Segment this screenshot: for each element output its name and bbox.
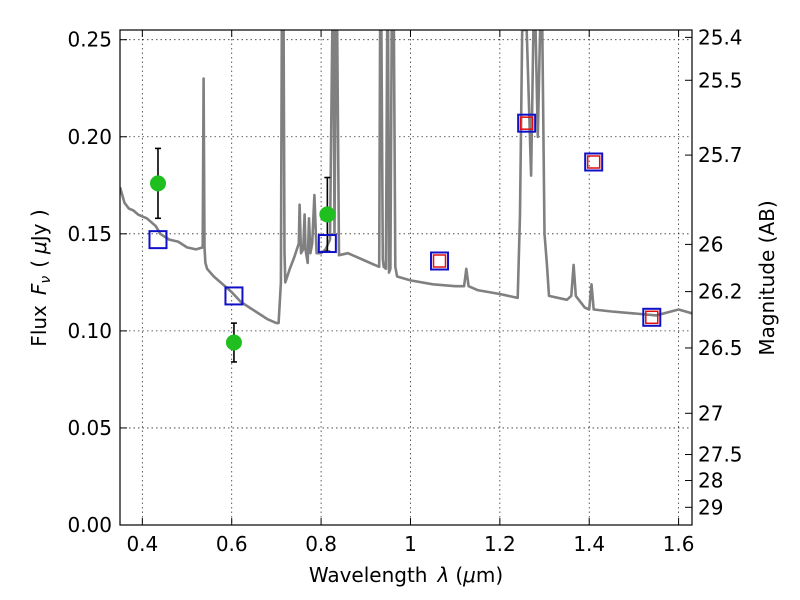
x-axis-label: Wavelength λ (μm) [309, 563, 503, 587]
mag-tick-label: 29 [698, 495, 723, 519]
spectrum-layer [120, 30, 692, 325]
model-spectrum-line [120, 30, 692, 325]
y-tick-label: 0.10 [67, 319, 112, 343]
mag-tick-label: 25.5 [698, 68, 743, 92]
y-axis-label: Flux Fν ( μJy ) [27, 209, 54, 346]
observed-point [319, 206, 336, 223]
y-axis-unit-mu: μ [27, 241, 51, 255]
mag-tick-label: 26.2 [698, 280, 743, 304]
y-tick-label: 0.15 [67, 222, 112, 246]
y-tick-label: 0.20 [67, 125, 112, 149]
y-axis-unit-open: ( [27, 260, 51, 268]
x-axis-unit-rest: m) [476, 563, 503, 587]
model-photometry-red-square [519, 116, 534, 130]
mag-tick-label: 26 [698, 232, 723, 256]
y-tick-label: 0.25 [67, 28, 112, 52]
x-tick-label: 1.6 [663, 532, 695, 556]
points-layer [148, 113, 662, 363]
mag-tick-label: 27 [698, 401, 723, 425]
grid-layer [120, 30, 692, 526]
x-tick-label: 0.8 [305, 532, 337, 556]
model-photometry-red-square [645, 310, 659, 325]
x-axis-symbol: λ [436, 563, 449, 587]
y-tick-label: 0.00 [67, 513, 112, 537]
mag-tick-label: 28 [698, 469, 723, 493]
mag-tick-label: 27.5 [698, 443, 743, 467]
mag-tick-label: 25.4 [698, 25, 743, 49]
y-axis-symbol: F [27, 283, 51, 295]
x-tick-label: 0.6 [216, 532, 248, 556]
x-axis-label-text: Wavelength [309, 563, 428, 587]
observed-point [149, 175, 166, 192]
model-photometry-square [642, 307, 662, 327]
x-axis-unit-open: ( [455, 563, 463, 587]
y-axis-subscript: ν [38, 276, 54, 284]
model-photometry-square [430, 251, 450, 271]
observed-point [225, 334, 242, 351]
model-photometry-square [317, 234, 337, 254]
x-tick-label: 0.4 [126, 532, 158, 556]
model-photometry-red-square [586, 155, 601, 169]
plot-frame [119, 29, 693, 526]
y-tick-label: 0.05 [67, 416, 112, 440]
model-photometry-red-square [432, 254, 447, 268]
x-axis-unit-mu: μ [462, 563, 476, 587]
x-tick-label: 1.2 [484, 532, 516, 556]
model-photometry-square [148, 230, 168, 250]
mag-tick-label: 26.5 [698, 336, 743, 360]
x-tick-label: 1 [404, 532, 417, 556]
ticks-layer: 0.4 0.6 0.8 1 1.2 1.4 1.6 0.00 0.05 0.10 0.15 0.20 0… [67, 25, 742, 556]
model-photometry-square [224, 286, 244, 306]
y-axis-label-text: Flux [27, 305, 51, 347]
x-tick-label: 1.4 [573, 532, 605, 556]
mag-tick-label: 25.7 [698, 143, 743, 167]
model-photometry-square [584, 152, 604, 172]
model-photometry-square [517, 113, 537, 133]
y-axis-unit-rest: Jy ) [27, 209, 51, 243]
y2-axis-label: Magnitude (AB) [755, 200, 779, 355]
